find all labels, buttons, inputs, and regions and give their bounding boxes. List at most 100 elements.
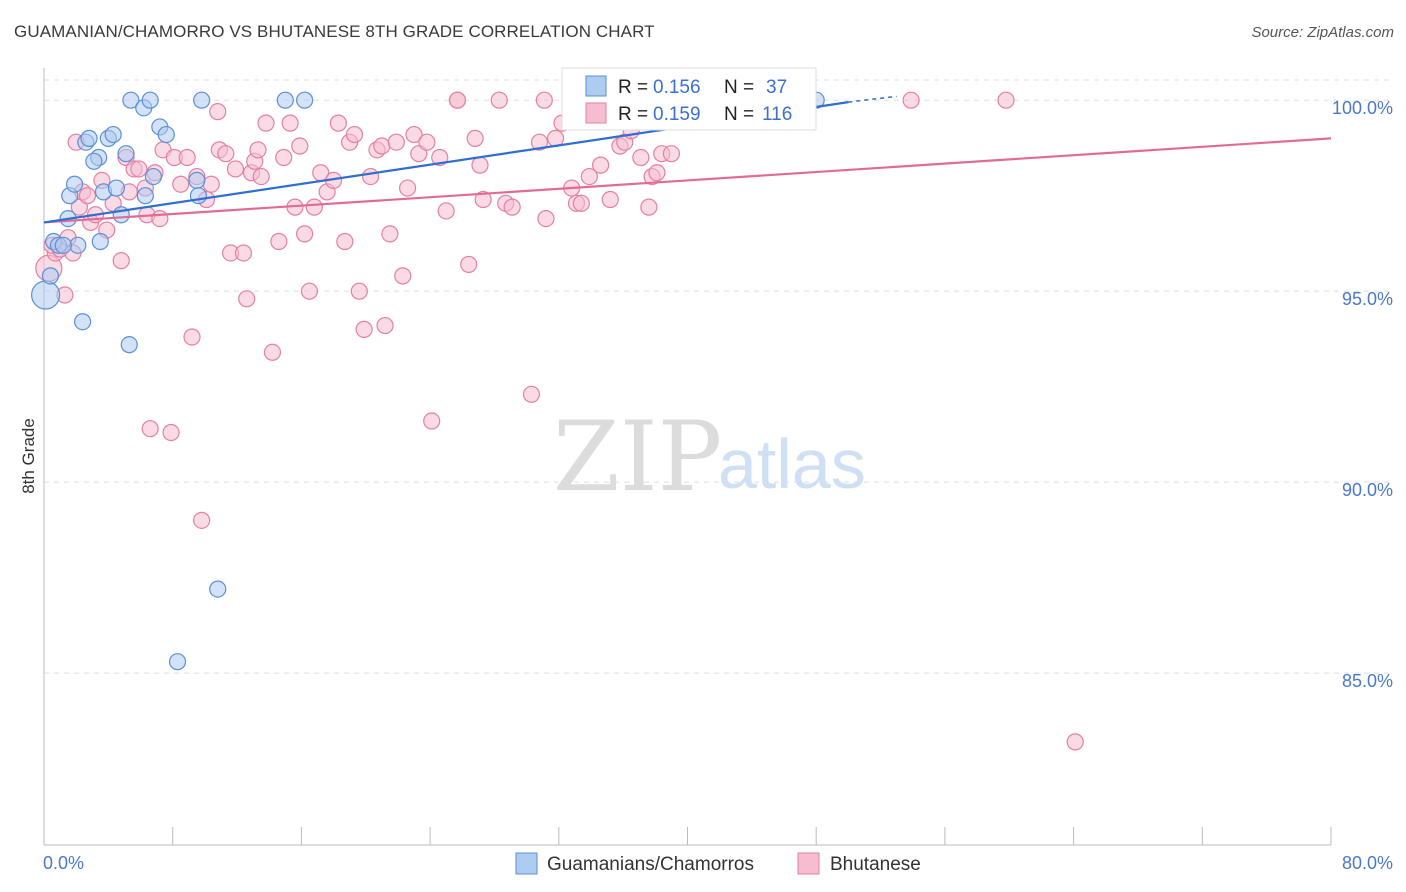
y-tick-label: 85.0%: [1342, 671, 1393, 691]
guamanian-point: [74, 313, 92, 331]
guamanian-point: [296, 91, 314, 109]
axes: [43, 68, 1332, 846]
bhutanese-point: [376, 316, 394, 335]
guamanian-point: [104, 125, 122, 144]
bhutanese-point: [405, 125, 423, 144]
guamanian-point: [91, 232, 109, 251]
bhutanese-point: [423, 412, 441, 430]
source-label: Source: ZipAtlas.com: [1251, 24, 1394, 41]
legend-n-label-pink: N =: [724, 104, 754, 125]
bhutanese-point: [345, 125, 364, 144]
guamanian-point: [157, 125, 175, 144]
bhutanese-point: [662, 145, 681, 163]
bhutanese-point: [530, 133, 549, 151]
legend-r-label-pink: R =: [618, 104, 648, 125]
bhutanese-point: [474, 190, 492, 209]
watermark-atlas: atlas: [718, 425, 866, 503]
bhutanese-point: [78, 187, 97, 205]
bhutanese-point: [648, 164, 666, 182]
x-tick-label-min: 0.0%: [43, 853, 84, 873]
bhutanese-point: [350, 282, 368, 300]
bhutanese-point: [490, 91, 508, 109]
bhutanese-point: [151, 210, 169, 228]
guamanian-point: [65, 175, 84, 193]
bhutanese-point: [162, 423, 180, 442]
bhutanese-point: [632, 148, 650, 167]
series-legend-swatch-guamanian: [515, 852, 538, 875]
bhutanese-point: [503, 198, 521, 216]
series-legend-bhutanese: Bhutanese: [830, 854, 921, 875]
bhutanese-point: [263, 343, 282, 361]
legend-swatch-blue: [585, 75, 607, 97]
bhutanese-point: [466, 129, 484, 147]
legend-swatch-pink: [585, 102, 607, 124]
bhutanese-point: [217, 145, 235, 163]
legend-n-value-blue: 37: [766, 77, 787, 98]
guamanian-point: [188, 171, 206, 190]
bhutanese-point: [997, 91, 1015, 109]
bhutanese-point: [381, 225, 399, 243]
legend-n-label-blue: N =: [724, 77, 754, 98]
bhutanese-point: [535, 91, 553, 109]
guamanian-point: [189, 187, 208, 205]
bhutanese-point: [305, 198, 323, 216]
y-tick-label: 90.0%: [1342, 480, 1393, 500]
bhutanese-trend-line: [43, 137, 1332, 224]
guamanian-point: [120, 336, 138, 354]
guamanian-point: [122, 91, 140, 109]
bhutanese-point: [1066, 733, 1084, 751]
guamanian-points: [31, 91, 825, 671]
bhutanese-point: [112, 252, 130, 270]
bhutanese-point: [471, 156, 489, 174]
guamanian-point: [209, 580, 227, 598]
guamanian-point: [193, 91, 211, 109]
guamanian-point: [85, 152, 103, 170]
bhutanese-point: [437, 202, 455, 220]
bhutanese-point: [209, 103, 227, 121]
bhutanese-point: [448, 91, 467, 109]
guamanian-point: [141, 91, 159, 109]
bhutanese-point: [141, 420, 159, 438]
y-tick-label: 95.0%: [1342, 289, 1393, 309]
bhutanese-point: [580, 167, 598, 186]
bhutanese-point: [431, 148, 449, 167]
bhutanese-point: [537, 210, 555, 228]
y-axis-title: 8th Grade: [19, 418, 38, 494]
legend-r-label-blue: R =: [618, 77, 648, 98]
legend-r-value-blue: 0.156: [653, 77, 701, 98]
bhutanese-point: [281, 114, 299, 132]
bhutanese-point: [193, 511, 211, 529]
bhutanese-point: [234, 244, 253, 262]
bhutanese-point: [460, 255, 478, 274]
stats-legend: R = 0.156 N = 37 R = 0.159 N = 116: [561, 67, 817, 131]
bhutanese-point: [130, 160, 148, 178]
bhutanese-point: [592, 156, 610, 174]
bhutanese-point: [522, 385, 541, 403]
bhutanese-point: [329, 114, 348, 132]
guamanian-point: [276, 91, 294, 109]
guamanian-point: [117, 145, 135, 163]
series-legend: Guamanians/Chamorros Bhutanese: [515, 852, 921, 875]
guamanian-point: [136, 187, 154, 205]
bhutanese-point: [387, 133, 405, 151]
series-legend-swatch-bhutanese: [797, 852, 820, 875]
bhutanese-point: [572, 194, 590, 212]
bhutanese-point: [238, 290, 256, 308]
bhutanese-point: [355, 320, 373, 338]
guamanian-point: [54, 236, 72, 254]
bhutanese-point: [291, 137, 309, 155]
bhutanese-point: [183, 328, 201, 346]
bhutanese-point: [640, 198, 658, 216]
guamanian-point: [168, 653, 187, 671]
guamanian-point: [144, 167, 162, 186]
bhutanese-point: [275, 148, 293, 167]
guamanian-point: [107, 179, 125, 197]
legend-n-value-pink: 116: [762, 104, 792, 125]
guamanian-point: [69, 236, 87, 254]
watermark-zip: ZIP: [553, 401, 722, 513]
series-legend-guamanian: Guamanians/Chamorros: [547, 854, 754, 875]
guamanian-point: [41, 267, 60, 285]
chart-title: GUAMANIAN/CHAMORRO VS BHUTANESE 8TH GRAD…: [14, 22, 655, 41]
bhutanese-point: [398, 179, 417, 197]
